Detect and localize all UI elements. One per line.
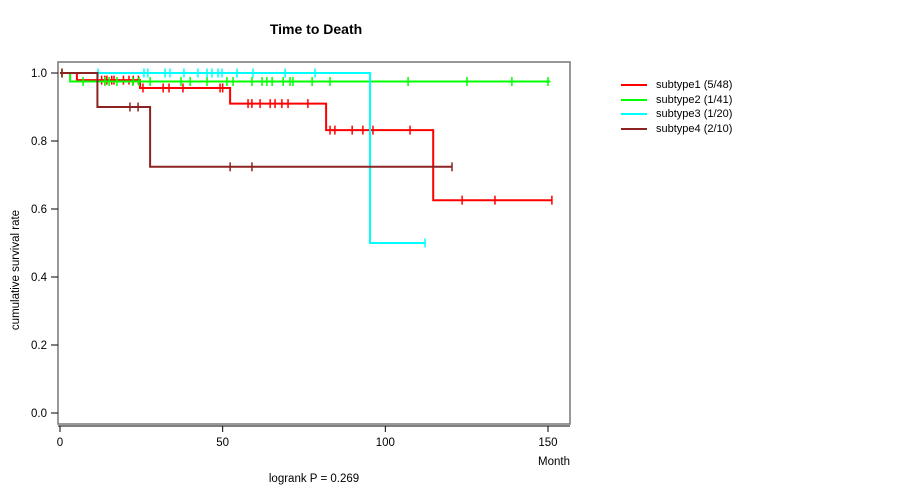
legend-line-swatch (621, 84, 647, 87)
legend-line-swatch (621, 127, 647, 130)
y-axis-tick-label: 0.2 (31, 340, 47, 352)
series-line-subtype1 (60, 72, 552, 202)
legend: subtype1 (5/48) subtype2 (1/41) subtype3 (… (621, 78, 732, 136)
x-axis-tick-label: 0 (57, 437, 63, 449)
series-line-subtype3 (60, 72, 425, 244)
legend-item-subtype2: subtype2 (1/41) (621, 93, 732, 108)
legend-item-subtype1: subtype1 (5/48) (621, 78, 732, 93)
y-axis-tick-label: 1.0 (31, 68, 47, 80)
legend-label: subtype1 (5/48) (656, 79, 733, 92)
x-axis-tick-label: 100 (376, 437, 395, 449)
legend-label: subtype2 (1/41) (656, 93, 733, 106)
logrank-annotation: logrank P = 0.269 (268, 473, 360, 485)
legend-label: subtype4 (2/10) (656, 122, 733, 135)
y-axis-tick-label: 0.4 (31, 272, 48, 284)
plot-box (57, 61, 571, 425)
x-axis-tick-label: 50 (216, 437, 229, 449)
y-axis-tick-label: 0.0 (31, 408, 47, 420)
page-title: Time to Death (269, 21, 363, 37)
y-axis-tick-label: 0.8 (31, 136, 47, 148)
x-axis-label: Month (538, 456, 570, 468)
legend-item-subtype3: subtype3 (1/20) (621, 107, 732, 122)
y-axis-tick-label: 0.6 (31, 204, 47, 216)
legend-item-subtype4: subtype4 (2/10) (621, 122, 732, 137)
x-axis-tick-label: 150 (538, 437, 557, 449)
legend-line-swatch (621, 113, 647, 116)
series-line-subtype4 (60, 72, 452, 168)
legend-label: subtype3 (1/20) (656, 108, 733, 121)
legend-line-swatch (621, 98, 647, 101)
